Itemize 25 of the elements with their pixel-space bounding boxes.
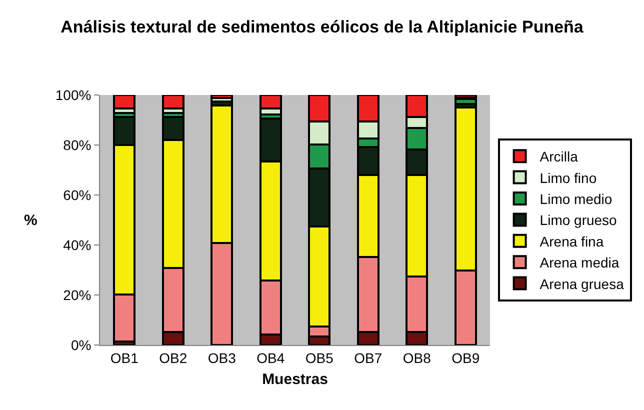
x-tick-label: OB4 <box>256 350 285 366</box>
x-tick-label: OB7 <box>354 350 382 366</box>
legend-label: Limo fino <box>540 170 597 186</box>
y-tick-label: 20% <box>63 286 92 303</box>
x-tick-label: OB9 <box>452 350 480 366</box>
y-tick-label: 80% <box>63 136 92 153</box>
bar <box>210 95 234 99</box>
x-tick-label: OB5 <box>305 350 334 366</box>
legend-label: Arcilla <box>540 148 578 165</box>
x-tick-label: OB8 <box>402 350 432 366</box>
y-axis-title: % <box>24 212 38 229</box>
legend-label: Arena media <box>540 254 620 271</box>
x-axis-title: Muestras <box>262 370 328 388</box>
y-tick-label: 100% <box>55 86 92 103</box>
legend-label: Arena fina <box>540 233 604 250</box>
legend-label: Arena gruesa <box>540 276 624 292</box>
legend-label: Limo grueso <box>540 212 618 228</box>
y-tick-label: 40% <box>63 236 92 253</box>
x-tick-label: OB1 <box>110 350 139 366</box>
chart-title: Análisis textural de sedimentos eólicos de la Altiplanicie Puneña <box>60 17 584 36</box>
x-tick-label: OB2 <box>159 350 188 366</box>
legend-label: Limo medio <box>540 190 612 207</box>
y-tick-label: 0% <box>70 336 92 353</box>
x-tick-label: OB3 <box>208 350 236 366</box>
y-tick-label: 60% <box>63 186 92 203</box>
